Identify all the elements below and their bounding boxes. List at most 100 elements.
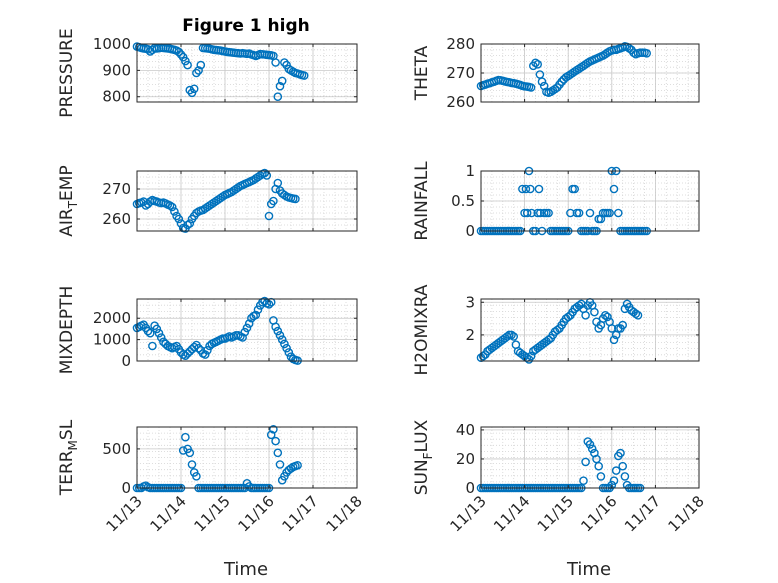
subplot-rainfall-point xyxy=(536,208,545,218)
subplot-terr-msl-y-tick-label: 0 xyxy=(121,479,131,497)
subplot-pressure-point xyxy=(196,60,206,70)
subplot-mixdepth-point xyxy=(200,350,210,359)
subplot-mixdepth-point xyxy=(185,347,195,356)
subplot-theta-point xyxy=(526,83,536,92)
subplot-theta-point xyxy=(624,44,634,53)
subplot-h2omixra-point xyxy=(581,310,590,320)
subplot-sun-flux-point xyxy=(611,466,621,475)
subplot-pressure-axes-box xyxy=(136,43,358,103)
subplot-rainfall-point xyxy=(574,208,584,218)
subplot-air-temp-y-axis-label: AIRTEMP xyxy=(57,165,80,236)
subplot-h2omixra-point xyxy=(607,324,617,333)
subplot-sun-flux-x-tick-label: 11/16 xyxy=(577,492,620,535)
subplot-rainfall: 1 0.5 0 RAINFALL xyxy=(412,161,700,241)
subplot-air-temp-point xyxy=(262,171,272,180)
subplot-h2omixra-point xyxy=(553,325,562,335)
subplot-air-temp-point xyxy=(269,196,278,206)
subplot-mixdepth-point xyxy=(251,310,261,320)
subplot-h2omixra-point xyxy=(502,332,512,341)
subplot-theta-y-tick-label: 270 xyxy=(446,64,475,82)
subplot-sun-flux-x-tick-label: 11/17 xyxy=(621,492,664,535)
subplot-pressure: 1000 900 800 PRESSURE xyxy=(57,28,358,118)
subplot-sun-flux-point xyxy=(594,461,604,471)
subplot-h2omixra-point xyxy=(544,335,553,345)
subplot-rainfall-grid xyxy=(480,170,700,232)
subplot-theta-point xyxy=(531,58,540,68)
subplot-air-temp-points xyxy=(132,168,300,233)
subplot-mixdepth-grid xyxy=(136,298,358,362)
subplot-theta-point xyxy=(546,87,556,97)
subplot-theta-point xyxy=(550,84,560,94)
subplot-mixdepth-point xyxy=(143,326,153,336)
subplot-pressure-y-tick-label: 1000 xyxy=(93,35,131,53)
subplot-rainfall-y-axis-label: RAINFALL xyxy=(412,161,432,241)
subplot-sun-flux-point xyxy=(585,440,595,449)
subplot-mixdepth-point xyxy=(253,305,263,315)
subplot-sun-flux-x-tick-label: 11/14 xyxy=(490,492,533,535)
subplot-air-temp-point xyxy=(165,201,175,210)
subplot-theta: 280 270 260 THETA xyxy=(412,35,700,111)
subplot-mixdepth-point xyxy=(284,348,294,357)
subplot-air-temp-point xyxy=(167,202,177,212)
subplot-terr-msl-point xyxy=(181,432,190,442)
subplot-mixdepth-point xyxy=(183,349,192,358)
x-axis-label-left: Time xyxy=(223,559,268,580)
subplot-h2omixra-y-tick-label: 2 xyxy=(465,326,475,344)
subplot-h2omixra-point xyxy=(507,330,516,340)
subplot-rainfall-point xyxy=(566,208,575,218)
subplot-pressure-point xyxy=(277,76,287,86)
subplot-mixdepth-y-tick-label: 0 xyxy=(121,352,131,370)
subplot-sun-flux-y-tick-label: 0 xyxy=(465,479,475,497)
subplot-terr-msl-grid xyxy=(136,426,358,489)
subplot-sun-flux-point xyxy=(587,444,597,454)
subplot-sun-flux: 40 20 011/13 11/14 11/15 11/16 11/17 11/18 SUNFL… xyxy=(412,419,708,535)
subplot-sun-flux-point xyxy=(607,480,617,490)
subplot-rainfall-point xyxy=(570,184,580,194)
subplot-air-temp-point xyxy=(264,211,274,221)
subplot-mixdepth-y-axis-label: MIXDEPTH xyxy=(57,286,77,375)
subplot-theta-y-tick-label: 280 xyxy=(446,35,475,53)
subplot-sun-flux-x-tick-label: 11/15 xyxy=(534,492,577,535)
subplot-sun-flux-grid xyxy=(480,426,700,489)
subplot-terr-msl-x-tick-label: 11/13 xyxy=(103,492,146,535)
subplot-terr-msl-point xyxy=(275,460,285,469)
subplot-h2omixra-point xyxy=(618,320,628,330)
subplot-pressure-point xyxy=(174,47,184,57)
subplot-rainfall-point xyxy=(526,184,535,194)
subplot-rainfall-y-tick-label: 1 xyxy=(465,162,475,180)
subplot-pressure-point xyxy=(273,92,283,101)
subplot-pressure-point xyxy=(280,58,289,67)
subplot-terr-msl-point xyxy=(269,424,278,434)
subplot-rainfall-y-tick-label: 0 xyxy=(465,222,475,240)
subplot-mixdepth-point xyxy=(154,328,164,338)
subplot-terr-msl: 500 011/13 11/14 11/15 11/16 11/17 11/18 TERRMS… xyxy=(57,419,366,535)
figure-title: Figure 1 high xyxy=(182,16,310,36)
subplot-mixdepth-point xyxy=(203,345,212,355)
subplot-h2omixra-point xyxy=(631,309,641,319)
subplot-rainfall-y-tick-label: 0.5 xyxy=(451,192,475,210)
subplot-h2omixra-point xyxy=(609,335,619,345)
subplot-terr-msl-point xyxy=(273,448,283,458)
subplot-terr-msl-point xyxy=(271,436,280,446)
subplot-theta-point xyxy=(629,48,638,58)
subplot-terr-msl-point xyxy=(286,464,296,473)
subplot-mixdepth-point xyxy=(242,323,252,333)
subplot-pressure-point xyxy=(189,84,199,94)
subplot-pressure-point xyxy=(275,81,285,91)
subplot-mixdepth: 2000 1000 0 MIXDEPTH xyxy=(57,286,358,375)
subplot-rainfall-point xyxy=(533,208,543,218)
subplot-theta-point xyxy=(557,77,567,86)
subplot-sun-flux-point xyxy=(609,476,619,486)
subplot-sun-flux-point xyxy=(581,457,590,467)
subplot-terr-msl-x-tick-label: 11/16 xyxy=(235,492,278,535)
subplot-air-temp-point xyxy=(185,219,195,228)
subplot-sun-flux-point xyxy=(620,472,630,481)
subplot-mixdepth-point xyxy=(271,322,280,332)
subplot-air-temp-point xyxy=(174,214,184,224)
subplot-theta-y-tick-label: 260 xyxy=(446,93,475,111)
subplot-sun-flux-y-tick-label: 40 xyxy=(456,421,475,439)
subplot-pressure-point xyxy=(271,58,280,67)
subplot-mixdepth-point xyxy=(273,326,283,336)
